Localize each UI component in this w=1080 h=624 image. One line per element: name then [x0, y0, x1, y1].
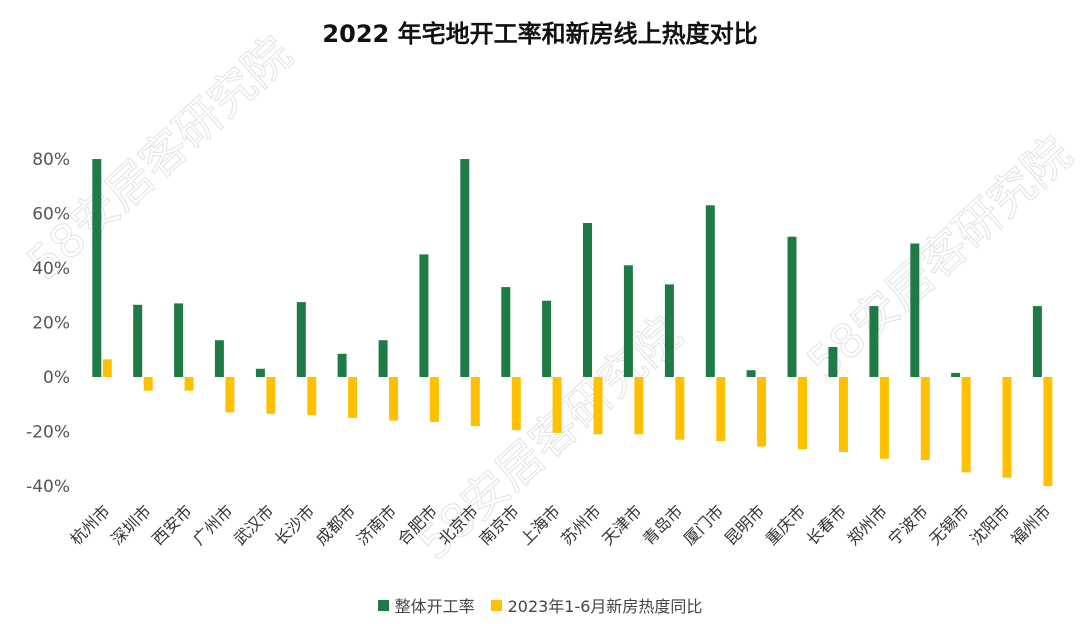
bar-heat-yoy	[307, 377, 317, 416]
bar-heat-yoy	[675, 377, 685, 440]
bar-open-rate	[419, 254, 429, 377]
x-category-label: 天津市	[598, 501, 645, 548]
bar-heat-yoy	[1002, 377, 1012, 478]
x-category-label: 苏州市	[557, 501, 604, 548]
x-category-label: 昆明市	[721, 501, 768, 548]
y-tick-label: -20%	[26, 423, 70, 443]
bar-heat-yoy	[593, 377, 603, 435]
legend-label-heat-yoy: 2023年1-6月新房热度同比	[507, 597, 703, 616]
chart-title: 2022 年宅地开工率和新房线上热度对比	[322, 20, 758, 48]
bar-open-rate	[542, 300, 552, 377]
bar-open-rate	[623, 265, 633, 377]
bar-open-rate	[337, 353, 347, 377]
bar-open-rate	[92, 159, 102, 377]
x-category-label: 成都市	[312, 501, 359, 548]
bar-heat-yoy	[961, 377, 971, 473]
x-category-label: 无锡市	[925, 501, 972, 548]
bar-heat-yoy	[879, 377, 889, 459]
bar-heat-yoy	[348, 377, 358, 418]
bar-heat-yoy	[838, 377, 848, 452]
x-category-label: 杭州市	[66, 501, 113, 548]
x-axis-categories: 杭州市深圳市西安市广州市武汉市长沙市成都市济南市合肥市北京市南京市上海市苏州市天…	[66, 501, 1054, 548]
x-category-label: 武汉市	[230, 501, 277, 548]
bar-heat-yoy	[716, 377, 726, 441]
bar-open-rate	[255, 368, 265, 377]
bar-heat-yoy	[552, 377, 562, 433]
bar-heat-yoy	[266, 377, 276, 414]
legend: 整体开工率 2023年1-6月新房热度同比	[0, 593, 1080, 617]
bar-open-rate	[296, 302, 306, 377]
x-category-label: 长沙市	[271, 501, 318, 548]
bar-series	[92, 159, 1053, 486]
bar-heat-yoy	[470, 377, 480, 427]
bar-open-rate	[787, 236, 797, 377]
bar-open-rate	[214, 340, 224, 377]
bar-heat-yoy	[143, 377, 153, 391]
bar-open-rate	[501, 287, 511, 377]
x-category-label: 西安市	[148, 501, 195, 548]
legend-swatch-green	[377, 599, 389, 611]
bar-heat-yoy	[102, 359, 112, 377]
x-category-label: 宁波市	[884, 501, 931, 548]
x-category-label: 青岛市	[639, 501, 686, 548]
bar-heat-yoy	[757, 377, 767, 447]
x-category-label: 长春市	[803, 501, 850, 548]
x-category-label: 福州市	[1007, 501, 1054, 548]
bar-open-rate	[583, 223, 592, 377]
x-category-label: 沈阳市	[966, 501, 1013, 548]
bar-open-rate	[174, 303, 184, 377]
legend-item-heat-yoy: 2023年1-6月新房热度同比	[490, 593, 703, 617]
legend-item-open-rate: 整体开工率	[377, 593, 475, 617]
bar-heat-yoy	[389, 377, 399, 421]
x-category-label: 重庆市	[762, 501, 809, 548]
bar-open-rate	[746, 370, 756, 377]
bar-heat-yoy	[511, 377, 521, 431]
x-category-label: 深圳市	[107, 501, 154, 548]
bar-heat-yoy	[429, 377, 439, 422]
legend-swatch-yellow	[490, 599, 502, 611]
bar-heat-yoy	[798, 377, 807, 450]
bar-open-rate	[460, 159, 470, 377]
bar-open-rate	[910, 243, 920, 377]
y-tick-label: 80%	[32, 150, 70, 170]
x-category-label: 广州市	[189, 501, 236, 548]
y-tick-label: -40%	[26, 477, 70, 497]
legend-label-open-rate: 整体开工率	[394, 597, 475, 616]
y-axis-ticks: 80% 60% 40% 20% 0% -20% -40%	[26, 150, 70, 497]
bar-heat-yoy	[225, 377, 235, 413]
x-category-label: 济南市	[353, 501, 400, 548]
y-tick-label: 40%	[32, 259, 70, 279]
y-tick-label: 60%	[32, 205, 70, 225]
bar-open-rate	[664, 284, 674, 377]
bar-heat-yoy	[634, 377, 644, 435]
bar-heat-yoy	[1043, 377, 1053, 486]
bar-open-rate	[133, 304, 143, 377]
bar-open-rate	[869, 306, 879, 377]
x-category-label: 上海市	[516, 501, 563, 548]
x-category-label: 郑州市	[844, 501, 891, 548]
bar-heat-yoy	[184, 377, 194, 391]
x-category-label: 厦门市	[680, 501, 727, 548]
bar-open-rate	[705, 205, 715, 377]
bar-open-rate	[951, 372, 961, 377]
y-tick-label: 0%	[43, 368, 70, 388]
bar-heat-yoy	[920, 377, 930, 461]
bar-open-rate	[1032, 306, 1042, 377]
bar-open-rate	[828, 347, 838, 377]
bar-open-rate	[378, 340, 388, 377]
y-tick-label: 20%	[32, 314, 70, 334]
